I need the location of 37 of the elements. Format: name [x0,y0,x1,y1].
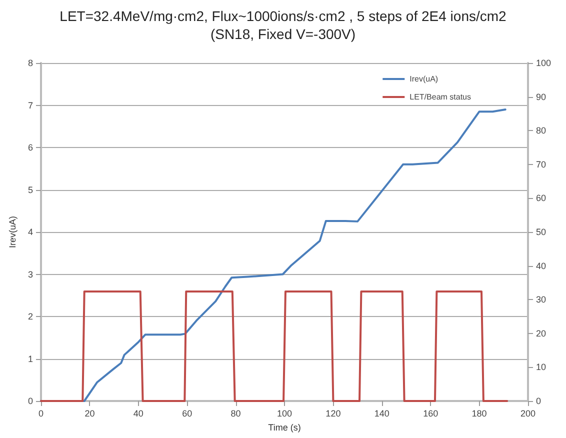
y2-tick-label: 90 [536,92,546,102]
y2-tick-label: 20 [536,328,546,338]
y-tick-label: 5 [28,184,33,195]
legend-label: Irev(uA) [410,74,438,84]
legend-label: LET/Beam status [410,92,471,102]
y2-tick-label: 80 [536,126,546,136]
y2-tick-label: 40 [536,260,546,271]
y-tick-label: 1 [28,354,33,364]
y-tick-label: 0 [28,396,33,406]
x-tick-label: 140 [374,408,390,418]
x-tick-label: 200 [520,408,536,418]
y2-tick-label: 0 [536,396,542,406]
x-axis-title: Time (s) [268,422,301,432]
x-tick-label: 20 [84,408,95,418]
x-tick-label: 160 [423,408,438,418]
y-axis-title: Irev(uA) [8,216,18,248]
y2-tick-label: 30 [536,294,546,305]
x-tick-label: 100 [276,408,292,418]
y2-tick-label: 60 [536,193,546,204]
x-tick-label: 0 [38,408,44,418]
y2-tick-label: 70 [536,159,546,170]
y-tick-label: 7 [28,100,33,110]
x-tick-label: 80 [230,408,241,418]
y-tick-label: 6 [28,142,33,152]
y-tick-label: 8 [28,58,33,68]
y2-tick-label: 50 [536,227,546,237]
y-tick-label: 4 [28,227,33,237]
y2-tick-label: 10 [536,362,546,372]
chart-title: LET=32.4MeV/mg·cm2, Flux~1000ions/s·cm2 , 5 steps of 2E4 ions/cm2 [60,8,507,24]
x-tick-label: 120 [326,408,341,418]
y-tick-label: 3 [28,269,33,280]
y-tick-label: 2 [28,312,33,322]
x-tick-label: 60 [182,408,192,418]
chart-subtitle: (SN18, Fixed V=-300V) [210,26,356,42]
y2-tick-label: 100 [536,58,552,68]
x-tick-label: 180 [472,408,487,418]
x-tick-label: 40 [133,408,144,418]
